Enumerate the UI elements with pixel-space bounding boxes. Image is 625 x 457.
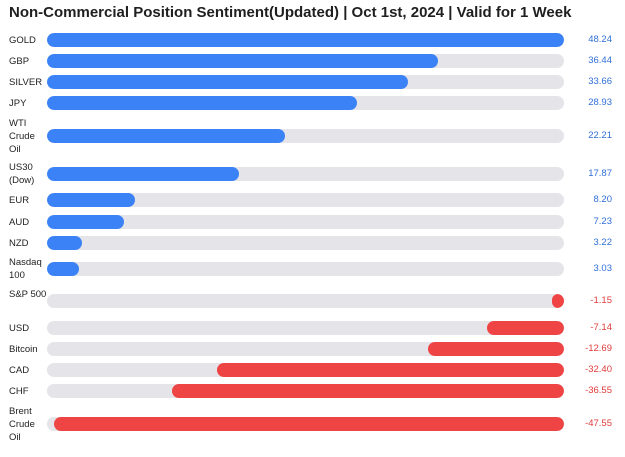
bar-track-eur bbox=[47, 193, 564, 207]
value-label-wti-crude-oil: 22.21 bbox=[588, 130, 612, 141]
category-label-aud: AUD bbox=[9, 216, 30, 228]
category-label-cad: CAD bbox=[9, 364, 30, 376]
bar-track-s-p-500 bbox=[47, 294, 564, 308]
bar-silver bbox=[47, 75, 408, 89]
bar-aud bbox=[47, 215, 125, 229]
value-label-aud: 7.23 bbox=[593, 216, 613, 227]
bar-nasdaq-100 bbox=[47, 262, 80, 276]
value-label-us30-dow: 17.87 bbox=[588, 168, 612, 179]
bar-usd bbox=[487, 321, 564, 335]
bar-track-cad bbox=[47, 363, 564, 377]
category-label-chf: CHF bbox=[9, 385, 29, 397]
bar-track-brent-crude-oil bbox=[47, 417, 564, 431]
bar-track-gold bbox=[47, 33, 564, 47]
bar-track-jpy bbox=[47, 96, 564, 110]
value-label-silver: 33.66 bbox=[588, 76, 612, 87]
bar-track-wti-crude-oil bbox=[47, 129, 564, 143]
chart-title: Non-Commercial Position Sentiment(Update… bbox=[9, 4, 572, 21]
category-label-nzd: NZD bbox=[9, 237, 29, 249]
value-label-jpy: 28.93 bbox=[588, 97, 612, 108]
bar-jpy bbox=[47, 96, 358, 110]
bar-gold bbox=[47, 33, 564, 47]
value-label-cad: -32.40 bbox=[585, 364, 612, 375]
category-label-gold: GOLD bbox=[9, 34, 36, 46]
value-label-s-p-500: -1.15 bbox=[590, 295, 612, 306]
category-label-jpy: JPY bbox=[9, 97, 27, 109]
category-label-gbp: GBP bbox=[9, 55, 30, 67]
value-label-usd: -7.14 bbox=[590, 322, 612, 333]
value-label-bitcoin: -12.69 bbox=[585, 343, 612, 354]
category-label-bitcoin: Bitcoin bbox=[9, 343, 38, 355]
category-label-nasdaq-100: Nasdaq 100 bbox=[9, 257, 42, 281]
bar-track-chf bbox=[47, 384, 564, 398]
bar-brent-crude-oil bbox=[54, 417, 564, 431]
bar-gbp bbox=[47, 54, 438, 68]
category-label-usd: USD bbox=[9, 322, 30, 334]
bar-s-p-500 bbox=[551, 294, 564, 308]
bar-cad bbox=[216, 363, 564, 377]
value-label-nasdaq-100: 3.03 bbox=[593, 263, 613, 274]
bar-track-usd bbox=[47, 321, 564, 335]
bar-eur bbox=[47, 193, 135, 207]
value-label-nzd: 3.22 bbox=[593, 237, 613, 248]
category-label-us30-dow: US30 (Dow) bbox=[9, 162, 35, 186]
category-label-silver: SILVER bbox=[9, 76, 43, 88]
category-label-s-p-500: S&P 500 bbox=[9, 289, 47, 300]
value-label-gbp: 36.44 bbox=[588, 55, 612, 66]
value-label-gold: 48.24 bbox=[588, 34, 612, 45]
value-label-brent-crude-oil: -47.55 bbox=[585, 418, 612, 429]
value-label-eur: 8.20 bbox=[593, 194, 613, 205]
bar-track-aud bbox=[47, 215, 564, 229]
category-label-brent-crude-oil: Brent Crude Oil bbox=[9, 405, 35, 443]
bar-bitcoin bbox=[428, 342, 564, 356]
bar-chf bbox=[172, 384, 564, 398]
bar-track-nzd bbox=[47, 236, 564, 250]
bar-track-gbp bbox=[47, 54, 564, 68]
bar-track-nasdaq-100 bbox=[47, 262, 564, 276]
bar-us30-dow bbox=[47, 167, 239, 181]
bar-track-silver bbox=[47, 75, 564, 89]
bar-track-bitcoin bbox=[47, 342, 564, 356]
category-label-wti-crude-oil: WTI Crude Oil bbox=[9, 117, 35, 155]
category-label-eur: EUR bbox=[9, 194, 30, 206]
bar-track-us30-dow bbox=[47, 167, 564, 181]
bar-nzd bbox=[47, 236, 82, 250]
value-label-chf: -36.55 bbox=[585, 385, 612, 396]
bar-wti-crude-oil bbox=[47, 129, 286, 143]
